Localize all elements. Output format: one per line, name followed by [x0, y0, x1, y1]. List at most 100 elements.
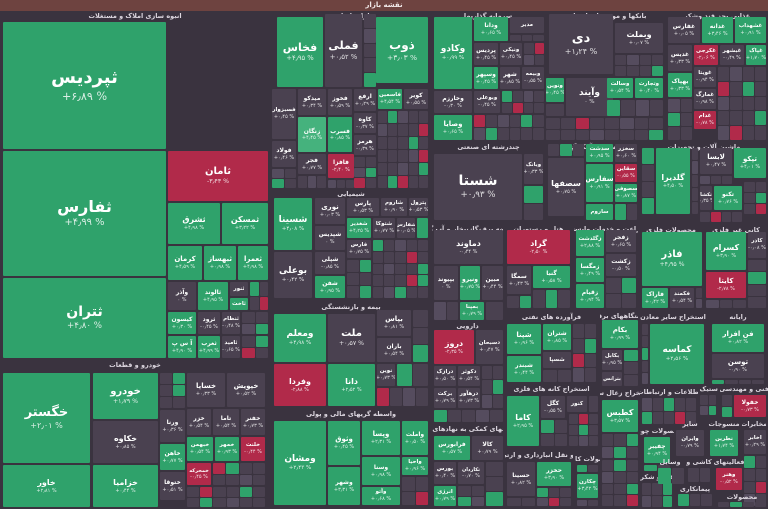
stock-tile[interactable]: فخاس +۴٫۹۵ % [277, 17, 323, 87]
stock-tile[interactable]: لابسا +۰٫۴۷ % [700, 148, 732, 174]
stock-tile-tiny[interactable] [627, 66, 639, 76]
stock-tile-tiny[interactable] [626, 434, 638, 446]
stock-tile-tiny[interactable] [346, 180, 354, 188]
stock-tile[interactable]: چکارن +۳٫۴۲ % [577, 474, 598, 498]
stock-tile[interactable]: کایتا -۲٫۷۸ % [706, 272, 746, 298]
stock-tile-tiny[interactable] [621, 278, 636, 293]
stock-tile-tiny[interactable] [557, 370, 571, 382]
stock-tile[interactable]: ثشرق +۴٫۹۸ % [168, 203, 220, 244]
stock-tile-tiny[interactable] [364, 58, 376, 73]
stock-tile-tiny[interactable] [744, 494, 755, 506]
stock-tile-tiny[interactable] [680, 113, 692, 126]
stock-tile-tiny[interactable] [589, 425, 598, 435]
stock-tile-tiny[interactable] [486, 302, 503, 320]
stock-tile[interactable]: شفارس+۰٫۰۵ % [397, 218, 415, 238]
stock-tile-tiny[interactable] [718, 502, 730, 507]
stock-tile-tiny[interactable] [418, 111, 428, 123]
stock-tile[interactable]: سقاین -۰٫۵۵ % [615, 164, 637, 182]
stock-tile[interactable]: دروز -۲٫۳۵ % [434, 330, 474, 364]
stock-tile-tiny[interactable] [493, 380, 503, 394]
stock-tile-tiny[interactable] [585, 338, 596, 353]
stock-tile-tiny[interactable] [711, 176, 721, 184]
stock-tile-tiny[interactable] [373, 287, 384, 298]
stock-tile-tiny[interactable] [534, 91, 544, 102]
stock-tile-tiny[interactable] [537, 488, 548, 497]
stock-tile-tiny[interactable] [534, 102, 544, 113]
stock-tile-tiny[interactable] [388, 124, 398, 136]
stock-tile-tiny[interactable] [307, 176, 317, 188]
stock-tile-tiny[interactable] [755, 468, 766, 481]
stock-tile-tiny[interactable] [402, 477, 415, 491]
stock-tile-tiny[interactable] [521, 128, 533, 140]
stock-tile[interactable]: دماوند -۰٫۴۴ % [434, 230, 503, 264]
stock-tile[interactable]: ومشان +۲٫۴۳ % [274, 421, 326, 505]
stock-tile-tiny[interactable] [642, 148, 654, 164]
stock-tile-tiny[interactable] [675, 398, 685, 411]
stock-tile[interactable]: تاما +۰٫۵۴ % [213, 409, 239, 435]
stock-tile[interactable]: وسپهر +۰٫۴۵ % [474, 67, 498, 89]
stock-tile-tiny[interactable] [406, 251, 417, 263]
stock-tile-tiny[interactable] [160, 385, 172, 396]
stock-tile-tiny[interactable] [755, 494, 766, 506]
stock-tile-tiny[interactable] [384, 263, 395, 275]
stock-tile-tiny[interactable] [359, 273, 371, 285]
stock-tile-tiny[interactable] [621, 100, 635, 116]
stock-tile-tiny[interactable] [378, 176, 388, 188]
stock-tile[interactable]: شسپا [543, 352, 571, 368]
stock-tile-tiny[interactable] [406, 263, 417, 275]
stock-tile[interactable]: ثفارس +۴٫۹۹ % [3, 151, 166, 276]
stock-tile-tiny[interactable] [545, 290, 558, 308]
stock-tile-tiny[interactable] [615, 55, 627, 65]
stock-tile-tiny[interactable] [744, 468, 755, 481]
stock-tile-tiny[interactable] [662, 495, 672, 507]
stock-tile-tiny[interactable] [272, 179, 284, 188]
stock-tile-tiny[interactable] [692, 201, 698, 214]
stock-tile-tiny[interactable] [474, 115, 485, 127]
stock-tile-tiny[interactable] [524, 43, 534, 54]
stock-tile-tiny[interactable] [624, 350, 638, 362]
stock-tile-tiny[interactable] [408, 124, 418, 136]
stock-tile-tiny[interactable] [579, 414, 588, 424]
stock-tile[interactable]: غپاک +۱٫۷۰ % [746, 45, 766, 65]
stock-tile-tiny[interactable] [482, 366, 492, 380]
stock-tile-tiny[interactable] [754, 502, 766, 507]
stock-tile-tiny[interactable] [502, 102, 512, 113]
stock-tile[interactable]: پترول +۰٫۵۳ % [409, 198, 428, 216]
stock-tile-tiny[interactable] [255, 336, 268, 347]
stock-tile[interactable]: کگل -۰٫۵۵ % [541, 396, 565, 418]
stock-tile-tiny[interactable] [722, 176, 732, 184]
stock-tile[interactable]: وصایا +۰٫۶۵ % [434, 115, 472, 140]
stock-tile-tiny[interactable] [658, 468, 671, 484]
stock-tile-tiny[interactable] [239, 497, 252, 507]
stock-tile-tiny[interactable] [507, 296, 519, 308]
stock-tile-tiny[interactable] [722, 395, 732, 406]
stock-tile[interactable]: نوری +۰٫۰۳ % [315, 198, 345, 224]
stock-tile-tiny[interactable] [434, 410, 447, 422]
stock-tile[interactable]: ثغرب +۴٫۹۹ % [198, 336, 220, 358]
stock-tile-tiny[interactable] [755, 456, 766, 468]
stock-tile[interactable]: شاروم +۰٫۹۰ % [381, 198, 407, 216]
stock-tile-tiny[interactable] [744, 456, 755, 468]
stock-tile-tiny[interactable] [755, 182, 766, 192]
stock-tile-tiny[interactable] [554, 420, 567, 433]
stock-tile[interactable]: مدیر [510, 17, 544, 33]
stock-tile[interactable]: سصوفی +۰٫۸۷ % [615, 184, 637, 202]
stock-tile-tiny[interactable] [242, 347, 255, 358]
stock-tile[interactable]: ونیکی +۰٫۴۵ % [500, 43, 522, 65]
stock-tile-tiny[interactable] [642, 181, 654, 198]
stock-tile-tiny[interactable] [413, 364, 428, 386]
stock-tile-tiny[interactable] [700, 405, 708, 415]
stock-tile-tiny[interactable] [639, 55, 651, 65]
stock-tile[interactable]: بمپنا +۰٫۷۹ % [460, 302, 484, 320]
stock-tile[interactable]: دانا +۲٫۵۲ % [328, 364, 375, 406]
stock-tile[interactable]: ختوقا +۰٫۵۱ % [160, 472, 185, 500]
stock-tile-tiny[interactable] [742, 81, 754, 96]
stock-tile-tiny[interactable] [417, 275, 428, 287]
stock-tile-tiny[interactable] [200, 487, 213, 497]
stock-tile-tiny[interactable] [259, 282, 268, 296]
stock-tile-tiny[interactable] [569, 414, 578, 424]
stock-tile-tiny[interactable] [605, 129, 619, 140]
stock-tile[interactable]: کاوه -۰٫۳۷ % [354, 113, 376, 133]
stock-tile-tiny[interactable] [744, 204, 755, 214]
stock-tile-tiny[interactable] [642, 324, 648, 336]
